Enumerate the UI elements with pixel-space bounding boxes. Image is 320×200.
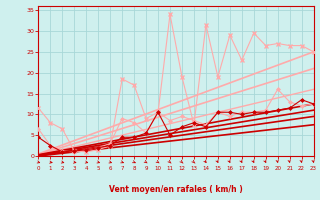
X-axis label: Vent moyen/en rafales ( km/h ): Vent moyen/en rafales ( km/h ) xyxy=(109,185,243,194)
